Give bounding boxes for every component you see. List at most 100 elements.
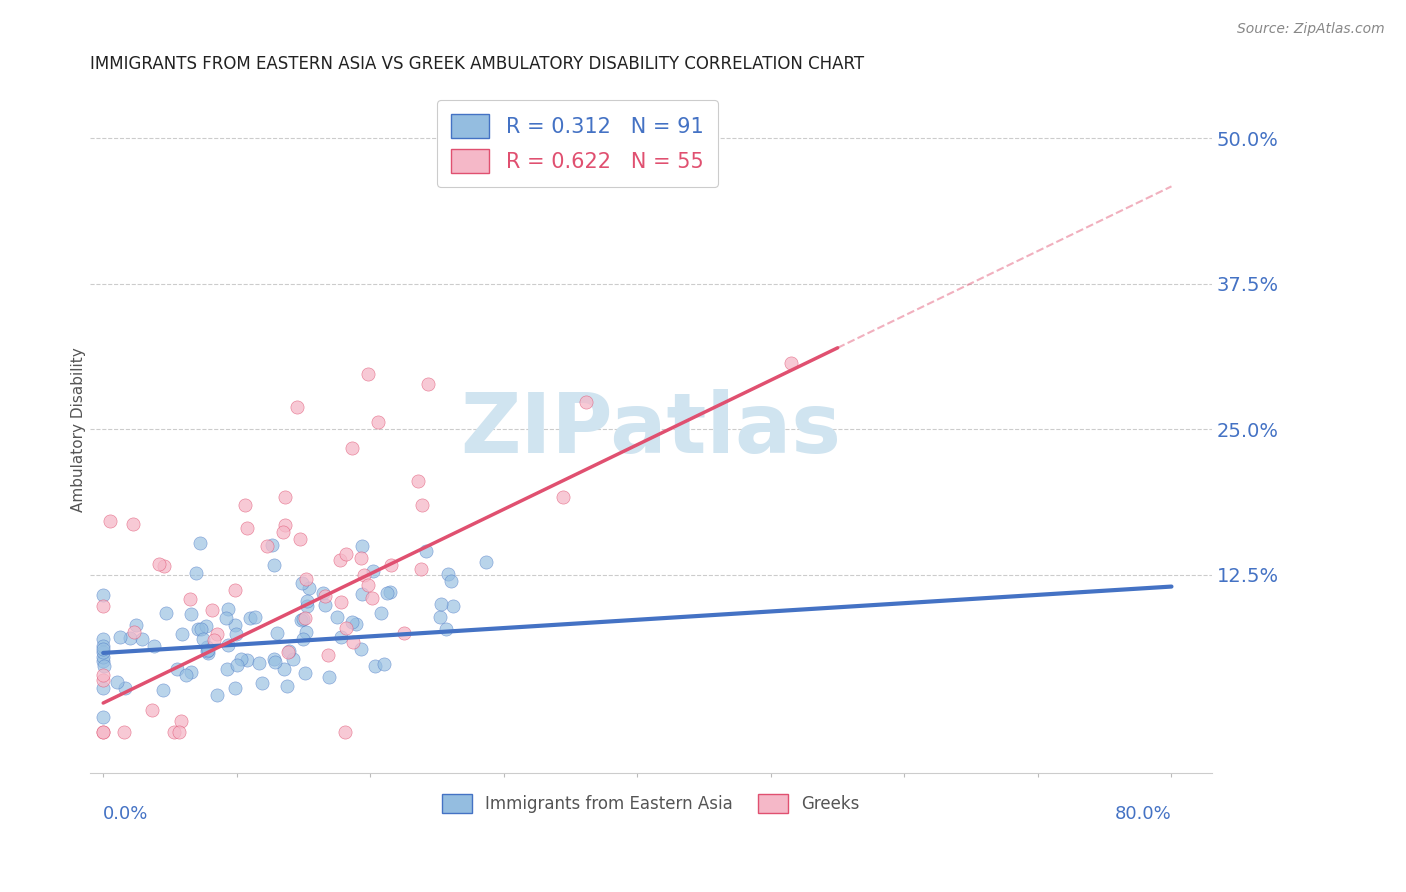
Point xyxy=(352,587,374,601)
Point xyxy=(184,566,207,580)
Point xyxy=(290,613,312,627)
Point xyxy=(353,567,375,582)
Point xyxy=(194,619,217,633)
Point xyxy=(108,630,131,644)
Point xyxy=(392,625,415,640)
Point xyxy=(277,644,299,658)
Point xyxy=(190,623,212,637)
Point xyxy=(91,725,114,739)
Point xyxy=(264,656,287,670)
Point xyxy=(367,415,389,429)
Point xyxy=(291,632,314,646)
Point xyxy=(330,630,353,644)
Point xyxy=(370,606,392,620)
Point xyxy=(780,356,803,370)
Point xyxy=(411,498,433,512)
Point xyxy=(364,659,387,673)
Point xyxy=(330,595,353,609)
Point xyxy=(314,598,336,612)
Point xyxy=(91,673,114,688)
Point xyxy=(91,599,114,613)
Point xyxy=(436,623,458,637)
Point xyxy=(122,517,145,532)
Point xyxy=(352,539,374,553)
Text: 0.0%: 0.0% xyxy=(103,805,149,823)
Point xyxy=(201,603,224,617)
Point xyxy=(100,514,122,528)
Point xyxy=(197,643,219,657)
Point xyxy=(297,582,319,596)
Point xyxy=(363,564,385,578)
Point xyxy=(180,665,202,680)
Point xyxy=(292,612,315,626)
Point xyxy=(120,631,142,645)
Text: ZIPatlas: ZIPatlas xyxy=(460,389,841,470)
Point xyxy=(344,617,367,632)
Point xyxy=(224,681,246,695)
Point xyxy=(152,558,174,573)
Point xyxy=(91,654,114,668)
Point xyxy=(294,572,316,586)
Point xyxy=(411,562,433,576)
Point xyxy=(91,632,114,646)
Point xyxy=(288,532,311,546)
Point xyxy=(294,611,316,625)
Point xyxy=(441,599,464,613)
Point xyxy=(285,400,308,414)
Point xyxy=(195,640,218,654)
Point xyxy=(224,618,246,632)
Point xyxy=(243,610,266,624)
Point xyxy=(112,725,135,739)
Point xyxy=(256,539,278,553)
Point xyxy=(205,627,228,641)
Point xyxy=(197,647,219,661)
Point xyxy=(91,589,114,603)
Point xyxy=(236,652,259,666)
Point xyxy=(202,632,225,647)
Point xyxy=(295,594,318,608)
Point xyxy=(122,625,145,640)
Text: 80.0%: 80.0% xyxy=(1115,805,1171,823)
Point xyxy=(91,639,114,653)
Point xyxy=(335,622,357,636)
Point xyxy=(91,710,114,724)
Point xyxy=(91,725,114,739)
Point xyxy=(316,648,339,662)
Point xyxy=(342,635,364,649)
Point xyxy=(131,632,153,646)
Point xyxy=(91,645,114,659)
Point xyxy=(236,521,259,535)
Point xyxy=(350,642,373,657)
Point xyxy=(152,682,174,697)
Point xyxy=(93,659,115,673)
Point xyxy=(91,681,114,695)
Point xyxy=(356,367,378,381)
Point xyxy=(271,525,294,540)
Point xyxy=(314,589,336,603)
Point xyxy=(217,638,239,652)
Point xyxy=(143,640,166,654)
Y-axis label: Ambulatory Disability: Ambulatory Disability xyxy=(72,347,86,512)
Point xyxy=(225,626,247,640)
Point xyxy=(415,544,437,558)
Point xyxy=(226,657,249,672)
Point xyxy=(179,592,201,607)
Point xyxy=(373,657,395,671)
Point xyxy=(91,649,114,664)
Point xyxy=(276,679,298,693)
Point xyxy=(114,681,136,695)
Point xyxy=(350,550,373,565)
Point xyxy=(105,675,128,690)
Point xyxy=(273,662,295,676)
Point xyxy=(277,645,299,659)
Point xyxy=(266,626,288,640)
Point xyxy=(357,578,380,592)
Point xyxy=(180,607,202,621)
Point xyxy=(406,475,429,489)
Point xyxy=(380,558,402,572)
Legend: Immigrants from Eastern Asia, Greeks: Immigrants from Eastern Asia, Greeks xyxy=(434,787,866,820)
Point xyxy=(418,377,440,392)
Point xyxy=(174,668,197,682)
Point xyxy=(326,610,349,624)
Point xyxy=(91,667,114,681)
